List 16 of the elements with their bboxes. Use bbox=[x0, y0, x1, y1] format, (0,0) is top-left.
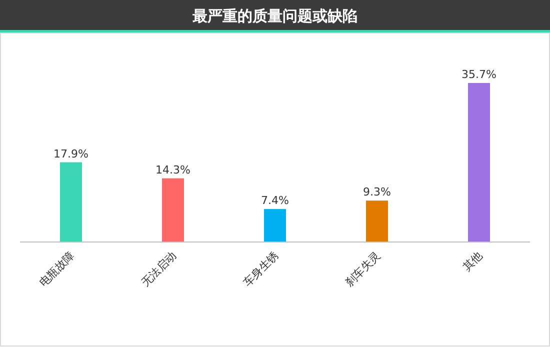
data-label: 35.7% bbox=[462, 68, 496, 81]
bar bbox=[162, 178, 184, 242]
data-label: 9.3% bbox=[363, 186, 391, 199]
bar bbox=[60, 162, 82, 242]
x-tick-label: 电瓶故障 bbox=[36, 248, 78, 290]
data-label: 14.3% bbox=[156, 163, 190, 176]
bar bbox=[366, 200, 388, 242]
chart-title: 最严重的质量问题或缺陷 bbox=[192, 7, 358, 25]
bar bbox=[468, 83, 490, 242]
x-tick-label: 车身生锈 bbox=[240, 248, 282, 290]
x-tick-label: 其他 bbox=[460, 248, 486, 274]
x-tick-label: 无法启动 bbox=[138, 248, 180, 290]
data-label: 17.9% bbox=[54, 147, 88, 160]
bar bbox=[264, 209, 286, 242]
x-tick-label: 刹车失灵 bbox=[342, 248, 384, 290]
data-label: 7.4% bbox=[261, 194, 289, 208]
